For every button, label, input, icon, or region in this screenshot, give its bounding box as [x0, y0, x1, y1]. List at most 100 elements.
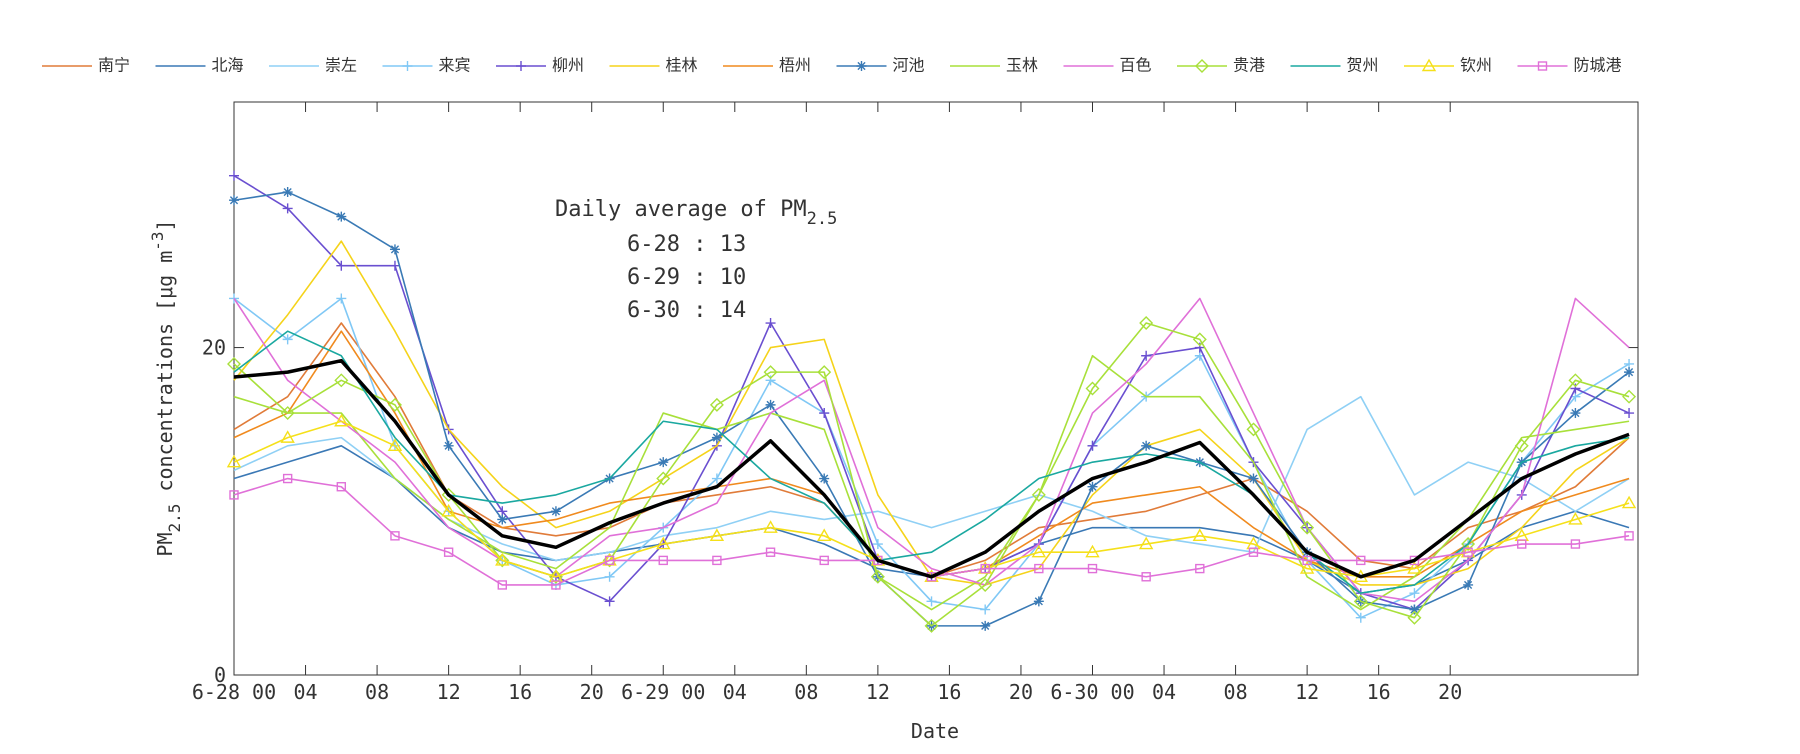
marker: [280, 406, 295, 421]
annotation-line: 6-29 : 10: [627, 265, 746, 290]
legend-label: 玉林: [1006, 56, 1038, 75]
y-tick-label: 0: [214, 663, 226, 687]
marker: [229, 170, 239, 181]
legend-label: 钦州: [1460, 56, 1492, 75]
marker: [1409, 588, 1420, 599]
marker: [336, 211, 347, 222]
marker: [926, 596, 937, 607]
marker: [1248, 473, 1259, 484]
marker: [389, 244, 400, 255]
x-tick-label: 12: [866, 680, 890, 704]
marker: [1568, 373, 1583, 388]
legend-item: 北海: [155, 56, 244, 75]
marker: [709, 528, 725, 542]
x-tick-label: 04: [1152, 680, 1176, 704]
marker: [711, 432, 722, 443]
marker: [336, 260, 347, 271]
marker: [1031, 487, 1046, 502]
x-tick-label: 08: [1224, 680, 1248, 704]
legend-item: 桂林: [609, 56, 698, 75]
legend-item: 百色: [1063, 56, 1152, 75]
marker: [819, 408, 830, 419]
series-line: [233, 174, 1630, 611]
marker: [1087, 563, 1098, 574]
marker: [1139, 316, 1154, 331]
marker: [1192, 528, 1208, 542]
legend-item: 来宾: [382, 56, 471, 75]
y-label-end: ]: [153, 219, 177, 231]
x-tick-label: 16: [1367, 680, 1391, 704]
legend-item: 贺州: [1290, 56, 1379, 75]
marker: [1624, 367, 1635, 378]
marker: [280, 430, 295, 443]
marker: [817, 365, 832, 380]
legend-label: 百色: [1120, 56, 1152, 75]
x-tick-label: 12: [1295, 680, 1319, 704]
marker: [1356, 555, 1366, 566]
marker: [604, 571, 615, 582]
annotation-line: 6-30 : 14: [627, 298, 746, 323]
marker: [872, 539, 883, 550]
y-label-text: PM: [153, 533, 177, 557]
marker: [282, 203, 293, 214]
marker: [1568, 512, 1583, 525]
series-line: [233, 420, 1630, 578]
marker: [516, 61, 526, 71]
marker: [980, 563, 990, 574]
marker: [604, 555, 615, 566]
x-tick-label: 04: [723, 680, 747, 704]
legend-label: 北海: [212, 56, 244, 75]
x-tick-label: 20: [1009, 680, 1033, 704]
marker: [1302, 555, 1312, 566]
marker: [1461, 537, 1476, 552]
marker: [229, 195, 239, 206]
marker: [1621, 495, 1637, 509]
marker: [441, 487, 456, 502]
marker: [497, 514, 508, 525]
marker: [495, 552, 510, 566]
marker: [1624, 408, 1635, 419]
series-line: [233, 330, 1630, 578]
marker: [1141, 572, 1151, 582]
average-line: [233, 358, 1630, 579]
marker: [1195, 59, 1209, 73]
marker: [709, 397, 724, 412]
series-line: [233, 322, 1630, 627]
marker: [282, 187, 293, 198]
marker: [336, 482, 347, 492]
legend-label: 贺州: [1347, 56, 1379, 75]
marker: [765, 375, 776, 386]
marker: [390, 531, 400, 541]
marker: [1514, 438, 1529, 453]
marker: [1463, 579, 1474, 590]
legend-item: 梧州: [723, 56, 811, 75]
marker: [711, 473, 722, 484]
marker: [389, 260, 400, 271]
marker: [1407, 610, 1422, 625]
marker: [1517, 539, 1527, 549]
x-tick-label: 16: [508, 680, 532, 704]
marker: [495, 553, 510, 568]
marker: [856, 61, 867, 71]
marker: [870, 569, 885, 584]
marker: [1300, 520, 1315, 535]
x-tick-label: 16: [937, 680, 961, 704]
y-label-sup: -3: [148, 231, 167, 250]
marker: [1463, 547, 1473, 557]
marker: [387, 397, 402, 412]
legend-item: 贵港: [1177, 56, 1265, 75]
marker: [658, 457, 669, 468]
marker: [402, 61, 413, 71]
marker: [1192, 332, 1207, 347]
legend-label: 桂林: [666, 56, 698, 75]
annotation-title-sub: 2.5: [807, 209, 838, 229]
legend-item: 玉林: [950, 56, 1038, 75]
plot-frame: [233, 101, 1639, 676]
legend-label: 来宾: [439, 56, 471, 75]
legend-item: 河池: [836, 56, 925, 75]
marker: [1248, 547, 1259, 557]
marker: [1570, 383, 1581, 394]
marker: [334, 373, 349, 388]
x-tick-label: 08: [365, 680, 389, 704]
